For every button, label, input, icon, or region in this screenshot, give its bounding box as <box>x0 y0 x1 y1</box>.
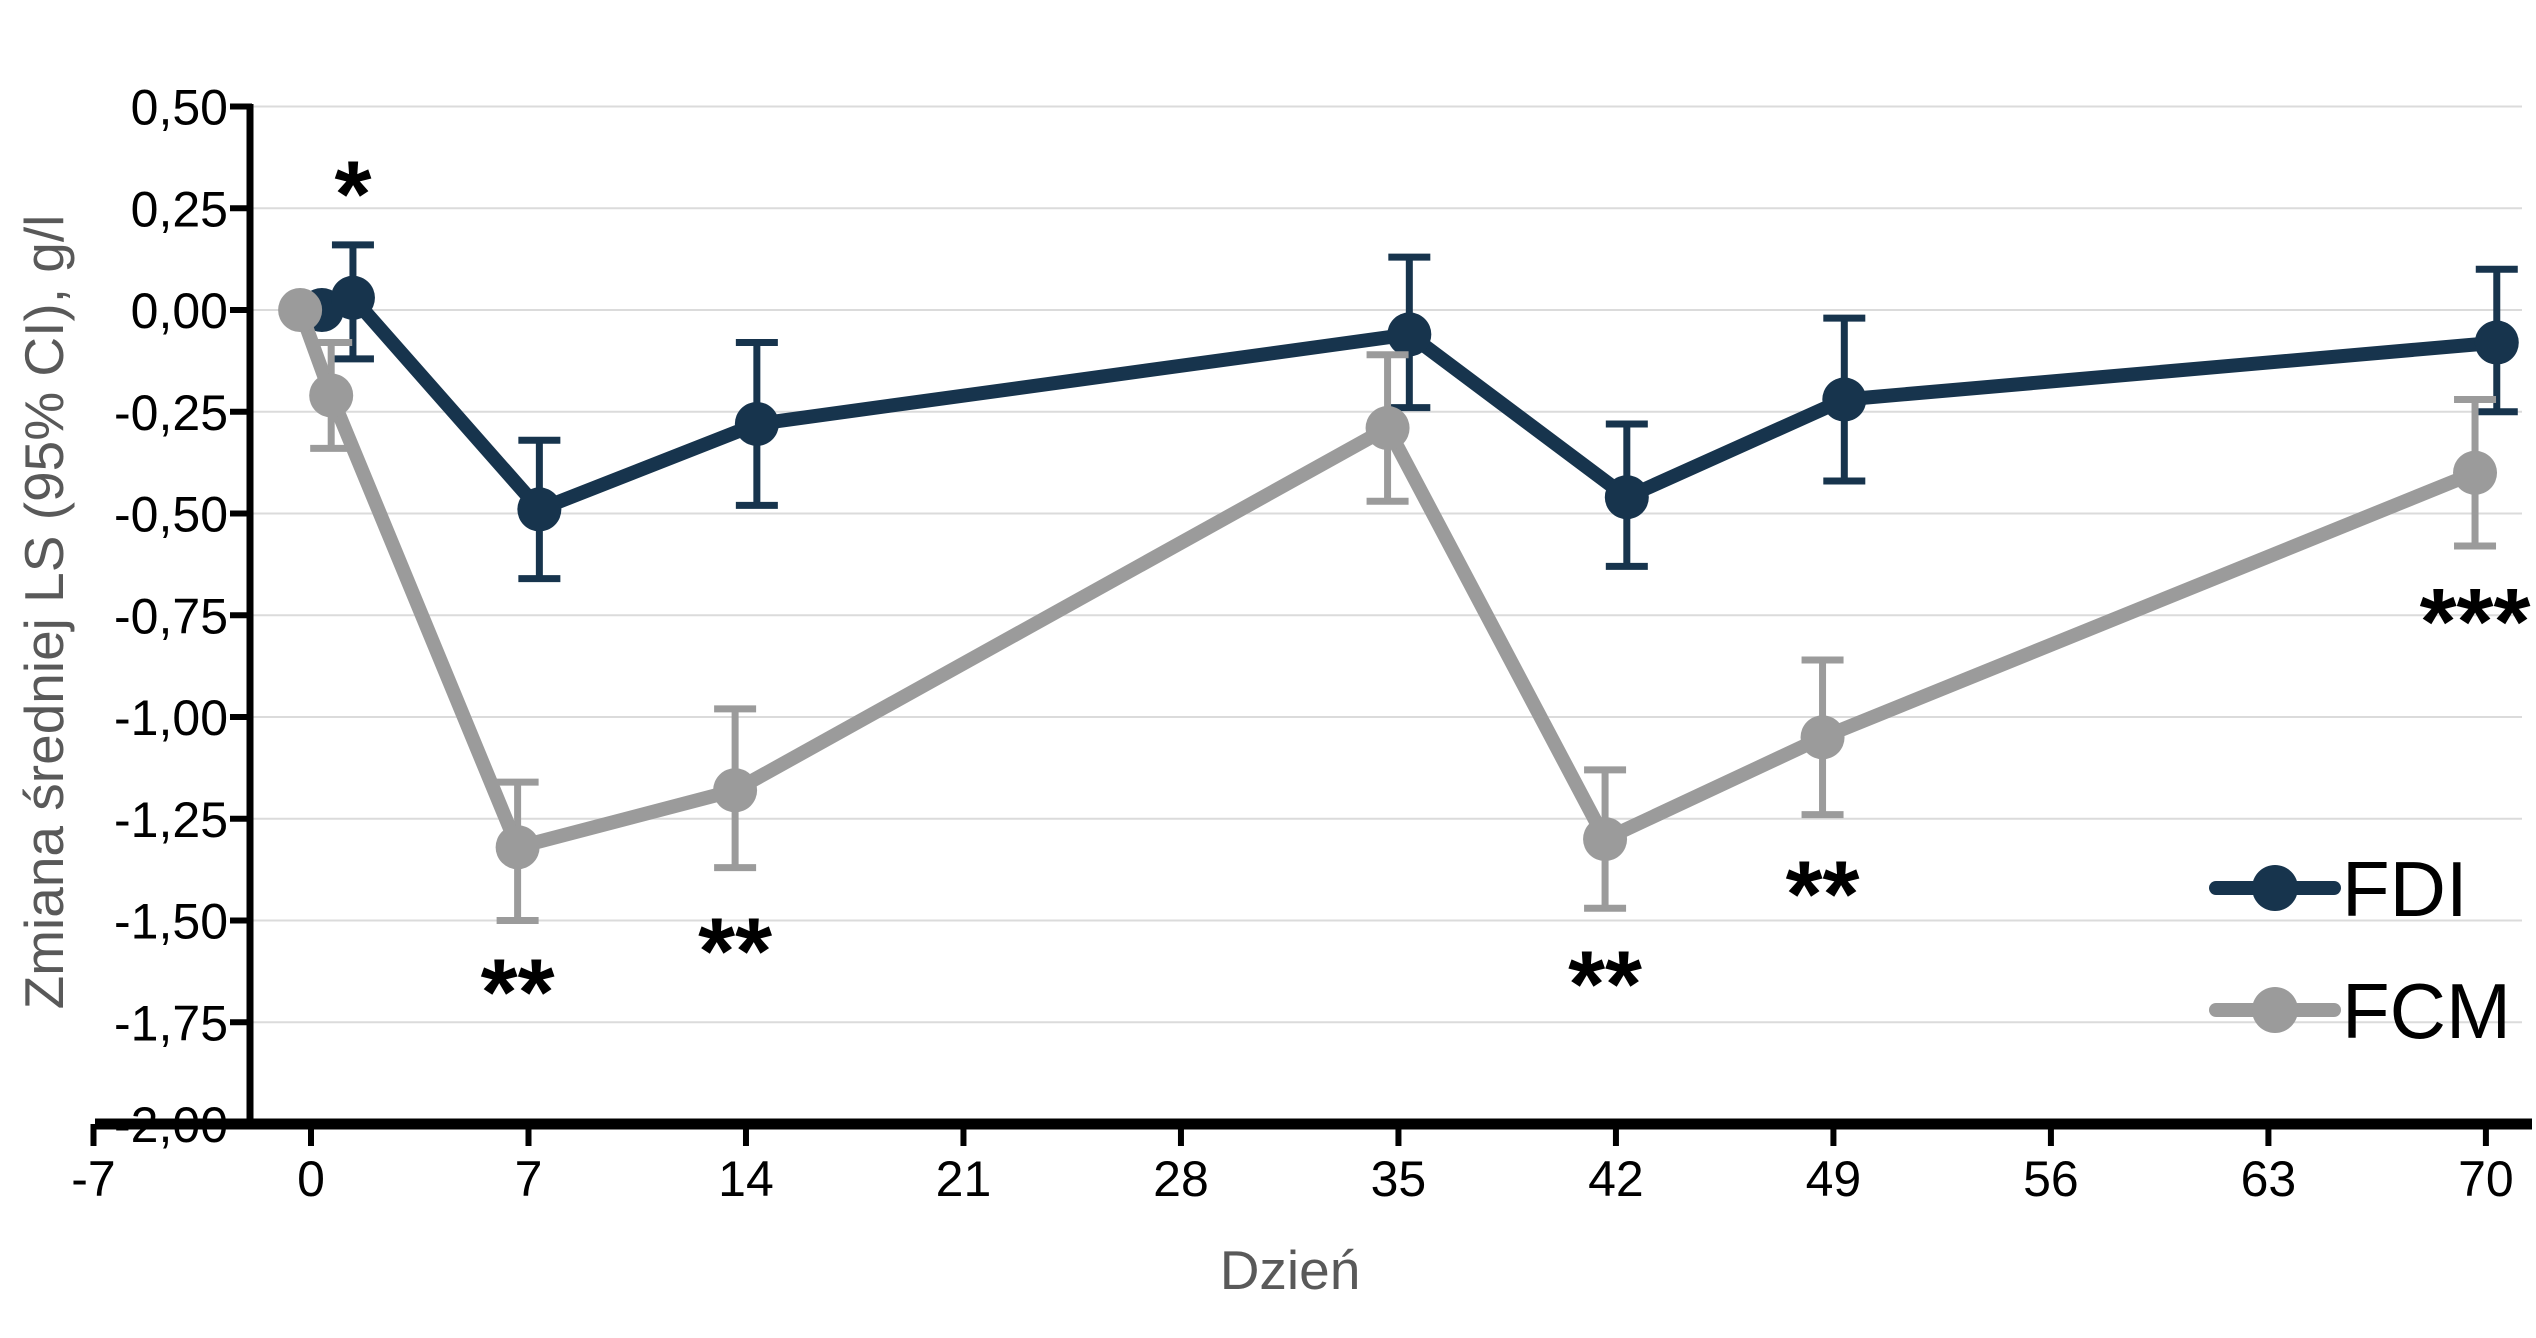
fdi-marker <box>2474 320 2519 365</box>
x-tick-label: 56 <box>2023 1151 2079 1207</box>
fdi-marker <box>1387 312 1432 357</box>
fdi-marker <box>517 487 562 532</box>
fdi-marker <box>330 275 375 320</box>
fcm-marker <box>2453 450 2498 495</box>
significance-annotation: ** <box>1786 842 1860 948</box>
x-axis-title: Dzień <box>1219 1239 1361 1301</box>
fcm-marker <box>1800 715 1845 760</box>
legend-label-fcm: FCM <box>2342 967 2511 1055</box>
fcm-marker <box>713 768 758 813</box>
legend-marker-fcm <box>2252 987 2298 1033</box>
fdi-marker <box>734 401 779 446</box>
y-tick-label: -1,50 <box>114 894 228 950</box>
x-tick-label: 0 <box>297 1151 325 1207</box>
x-tick-label: 35 <box>1371 1151 1427 1207</box>
legend-label-fdi: FDI <box>2342 845 2468 933</box>
y-tick-label: -0,25 <box>114 385 228 441</box>
legend-marker-fdi <box>2252 865 2298 911</box>
significance-annotation: ** <box>481 939 555 1045</box>
x-tick-label: 70 <box>2458 1151 2514 1207</box>
y-tick-label: -1,75 <box>114 995 228 1051</box>
x-tick-label: 42 <box>1588 1151 1644 1207</box>
y-tick-label: -0,75 <box>114 588 228 644</box>
significance-annotation: *** <box>2420 569 2531 675</box>
x-tick-label: 28 <box>1153 1151 1209 1207</box>
x-tick-label: 49 <box>1806 1151 1862 1207</box>
fdi-marker <box>1604 475 1649 520</box>
fdi-line <box>314 290 2504 517</box>
y-tick-label: 0,25 <box>131 181 228 237</box>
fcm-marker <box>278 288 323 332</box>
x-tick-label: 21 <box>936 1151 992 1207</box>
y-axis-title: Zmiana średniej LS (95% CI), g/l <box>13 214 75 1010</box>
y-tick-label: 0,00 <box>131 283 228 339</box>
x-tick-label: -7 <box>71 1151 115 1207</box>
fcm-line <box>293 303 2482 855</box>
x-tick-label: 7 <box>515 1151 543 1207</box>
fcm-marker <box>309 373 354 418</box>
x-tick-label: 14 <box>718 1151 774 1207</box>
y-tick-label: -0,50 <box>114 487 228 543</box>
significance-annotation: * <box>334 142 371 248</box>
fcm-marker <box>1583 817 1628 862</box>
y-tick-label: -1,00 <box>114 690 228 746</box>
fcm-marker <box>1365 406 1410 451</box>
y-tick-label: -1,25 <box>114 792 228 848</box>
x-tick-label: 63 <box>2241 1151 2297 1207</box>
fdi-marker <box>1822 377 1867 422</box>
y-tick-label: 0,50 <box>131 80 228 136</box>
fcm-marker <box>495 825 540 870</box>
significance-annotation: ** <box>698 899 772 1005</box>
significance-annotation: ** <box>1568 931 1642 1037</box>
